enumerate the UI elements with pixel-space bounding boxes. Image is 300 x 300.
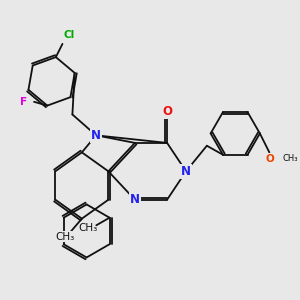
Text: N: N: [181, 165, 191, 178]
Text: F: F: [20, 97, 27, 107]
Text: CH₃: CH₃: [55, 232, 74, 242]
Text: CH₃: CH₃: [283, 154, 298, 164]
Text: N: N: [130, 193, 140, 206]
Text: O: O: [162, 105, 172, 118]
Text: CH₃: CH₃: [78, 223, 98, 233]
Text: N: N: [91, 129, 101, 142]
Text: O: O: [266, 154, 275, 164]
Text: Cl: Cl: [64, 30, 75, 40]
